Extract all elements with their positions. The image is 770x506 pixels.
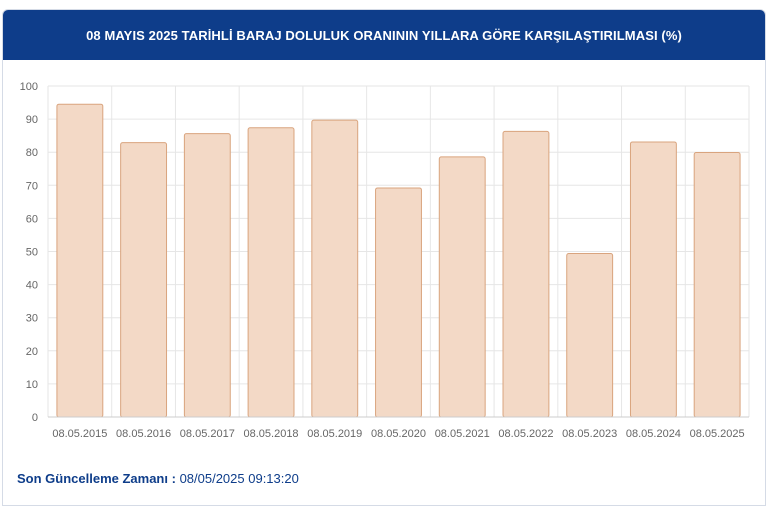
y-tick-label: 60 — [26, 213, 38, 225]
bar — [247, 127, 295, 418]
x-tick-label: 08.05.2019 — [307, 428, 362, 440]
chart-title: 08 MAYIS 2025 TARİHLİ BARAJ DOLULUK ORAN… — [86, 27, 682, 43]
y-tick-label: 10 — [26, 379, 38, 391]
bar — [375, 187, 422, 418]
y-tick-label: 0 — [32, 412, 38, 424]
last-update-value: 08/05/2025 09:13:20 — [179, 471, 299, 486]
y-tick-label: 40 — [26, 280, 38, 292]
bar — [693, 152, 741, 418]
x-tick-label: 08.05.2020 — [371, 428, 426, 440]
bar — [438, 156, 486, 418]
y-tick-label: 90 — [26, 114, 38, 126]
bar — [183, 133, 231, 418]
x-tick-label: 08.05.2018 — [244, 428, 299, 440]
bar — [566, 252, 614, 418]
x-tick-label: 08.05.2025 — [690, 428, 745, 440]
y-tick-label: 100 — [20, 81, 38, 93]
x-tick-label: 08.05.2016 — [116, 428, 171, 440]
y-tick-label: 70 — [26, 180, 38, 192]
y-tick-label: 80 — [26, 147, 38, 159]
y-tick-label: 30 — [26, 313, 38, 325]
chart-header: 08 MAYIS 2025 TARİHLİ BARAJ DOLULUK ORAN… — [3, 10, 765, 60]
x-tick-label: 08.05.2023 — [562, 428, 617, 440]
x-tick-label: 08.05.2024 — [626, 428, 681, 440]
bar — [56, 103, 104, 418]
x-tick-label: 08.05.2022 — [498, 428, 553, 440]
x-tick-label: 08.05.2015 — [52, 428, 107, 440]
bar — [120, 142, 168, 418]
bar — [629, 141, 677, 418]
y-tick-label: 20 — [26, 346, 38, 358]
x-tick-label: 08.05.2021 — [435, 428, 490, 440]
bar — [502, 130, 550, 418]
bar — [311, 119, 359, 418]
x-tick-label: 08.05.2017 — [180, 428, 235, 440]
last-update: Son Güncelleme Zamanı : 08/05/2025 09:13… — [17, 471, 299, 486]
last-update-label: Son Güncelleme Zamanı : — [17, 471, 176, 486]
y-tick-label: 50 — [26, 247, 38, 259]
